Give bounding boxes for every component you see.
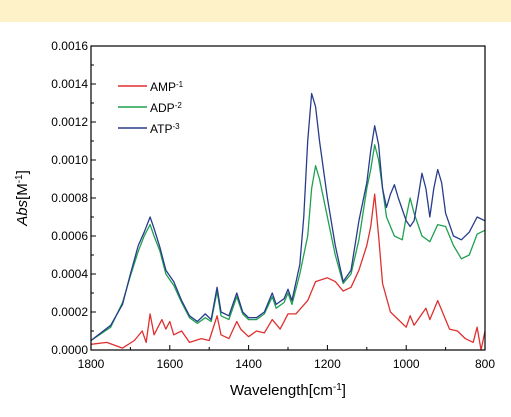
x-tick-label: 1400 xyxy=(235,357,262,371)
y-tick-label: 0.0012 xyxy=(51,115,88,129)
series-layer xyxy=(90,92,486,351)
x-axis-title: Wavelength[cm-1] xyxy=(230,382,346,400)
x-tick-label: 1800 xyxy=(78,357,105,371)
series-line-atp xyxy=(90,92,486,342)
y-tick-label: 0.0016 xyxy=(51,39,88,53)
top-band xyxy=(0,0,511,22)
y-tick-label: 0.0006 xyxy=(51,229,88,243)
x-tick-label: 1000 xyxy=(393,357,420,371)
legend-label-amp: AMP-1 xyxy=(150,80,184,95)
series-line-adp xyxy=(90,144,486,342)
y-tick-label: 0.0014 xyxy=(51,77,88,91)
y-tick-label: 0.0008 xyxy=(51,191,88,205)
y-axis-title: Abs[M-1] xyxy=(14,170,32,227)
legend-label-adp: ADP-2 xyxy=(150,101,182,116)
legend: AMP-1 ADP-2 ATP-3 xyxy=(118,80,184,137)
legend-label-atp: ATP-3 xyxy=(150,122,180,137)
y-tick-label: 0.0000 xyxy=(51,343,88,357)
x-tick-label: 800 xyxy=(475,357,495,371)
ticks-layer: 1800 1600 1400 1200 1000 800 0.0000 0.0002 0.000… xyxy=(51,39,495,371)
y-tick-label: 0.0010 xyxy=(51,153,88,167)
series-line-amp xyxy=(90,193,486,351)
x-tick-label: 1600 xyxy=(156,357,183,371)
y-tick-label: 0.0002 xyxy=(51,305,88,319)
x-tick-label: 1200 xyxy=(314,357,341,371)
y-tick-label: 0.0004 xyxy=(51,267,88,281)
